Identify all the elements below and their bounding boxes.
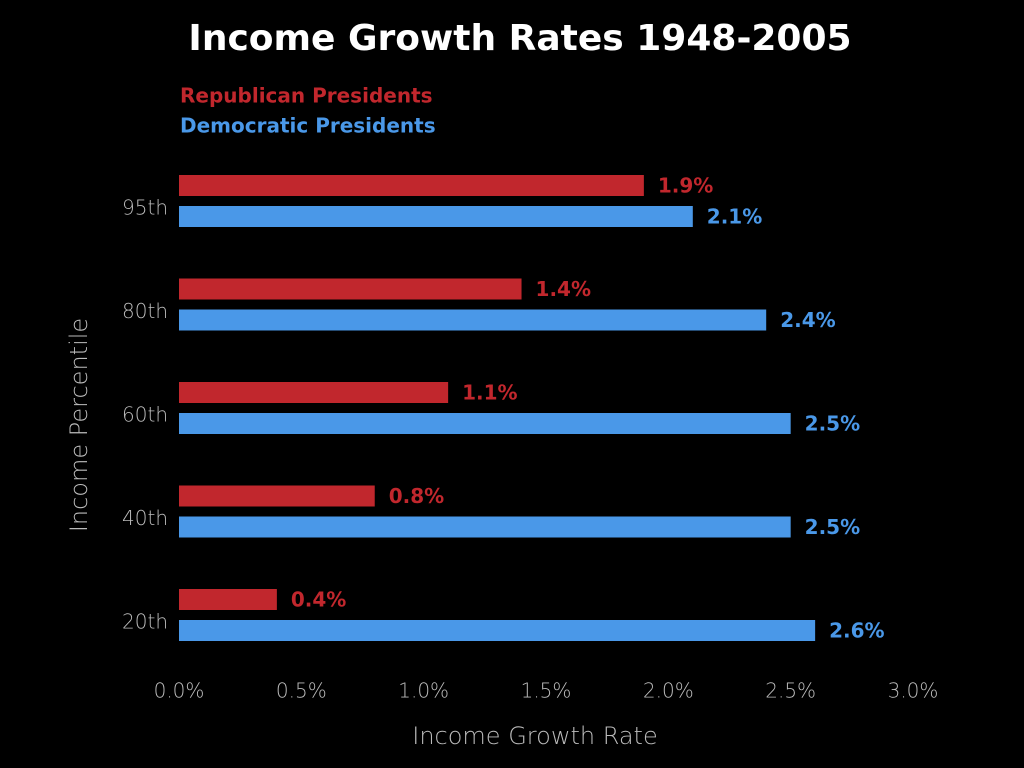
y-tick-label: 40th	[122, 506, 168, 530]
value-label: 1.4%	[536, 277, 591, 301]
bar	[179, 589, 277, 610]
y-tick-label: 80th	[122, 299, 168, 323]
x-tick-label: 0.0%	[154, 679, 205, 703]
bar	[179, 485, 375, 507]
value-label: 1.1%	[462, 381, 517, 405]
bar	[179, 413, 791, 434]
bar	[179, 278, 522, 300]
x-tick-label: 1.0%	[398, 679, 449, 703]
y-tick-label: 95th	[122, 196, 168, 220]
value-label: 2.6%	[829, 619, 884, 643]
legend-label: Democratic Presidents	[180, 114, 436, 138]
x-axis-title: Income Growth Rate	[412, 722, 657, 750]
value-label: 0.8%	[389, 484, 444, 508]
x-tick-label: 1.5%	[521, 679, 572, 703]
bar	[179, 206, 693, 227]
legend-label: Republican Presidents	[180, 84, 433, 108]
y-tick-label: 60th	[122, 403, 168, 427]
bar	[179, 309, 767, 331]
value-label: 0.4%	[291, 588, 346, 612]
value-label: 2.5%	[805, 515, 860, 539]
y-axis-title: Income Percentile	[65, 318, 93, 532]
bar	[179, 620, 816, 641]
value-label: 2.4%	[780, 308, 835, 332]
value-label: 2.1%	[707, 205, 762, 229]
x-tick-label: 2.5%	[765, 679, 816, 703]
x-tick-label: 2.0%	[643, 679, 694, 703]
value-label: 1.9%	[658, 174, 713, 198]
chart-title: Income Growth Rates 1948-2005	[188, 18, 851, 59]
y-tick-label: 20th	[122, 610, 168, 634]
x-tick-label: 3.0%	[888, 679, 939, 703]
x-tick-label: 0.5%	[276, 679, 327, 703]
value-label: 2.5%	[805, 412, 860, 436]
bar	[179, 516, 791, 538]
bar	[179, 382, 449, 403]
bar	[179, 175, 644, 196]
